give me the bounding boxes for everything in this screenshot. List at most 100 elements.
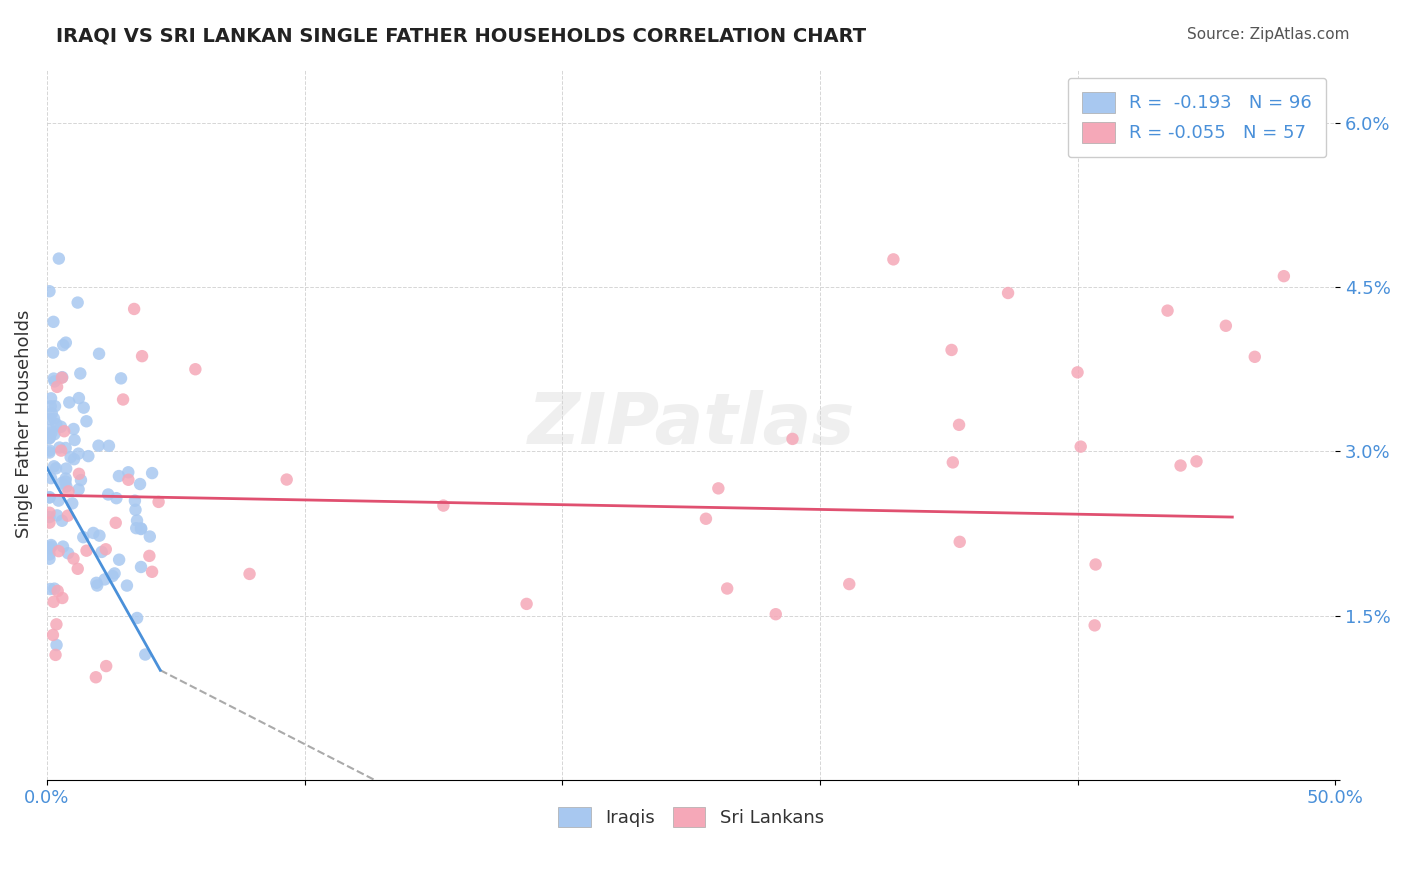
- Point: [84, 670, 107, 684]
- Text: IRAQI VS SRI LANKAN SINGLE FATHER HOUSEHOLDS CORRELATION CHART: IRAQI VS SRI LANKAN SINGLE FATHER HOUSEH…: [56, 27, 866, 45]
- Point: [38, 431, 60, 445]
- Point: [707, 481, 730, 495]
- Point: [96, 659, 118, 673]
- Point: [46, 584, 69, 599]
- Point: [63, 433, 86, 447]
- Point: [44, 582, 66, 596]
- Point: [882, 252, 904, 267]
- Point: [77, 449, 100, 463]
- Point: [38, 491, 60, 505]
- Point: [38, 443, 60, 458]
- Point: [1084, 618, 1107, 632]
- Legend: Iraqis, Sri Lankans: Iraqis, Sri Lankans: [551, 799, 831, 835]
- Point: [66, 295, 89, 310]
- Point: [44, 399, 66, 413]
- Point: [124, 503, 146, 517]
- Point: [38, 516, 60, 530]
- Point: [129, 477, 152, 491]
- Point: [1272, 269, 1295, 284]
- Point: [516, 597, 538, 611]
- Point: [60, 496, 83, 510]
- Point: [72, 530, 94, 544]
- Point: [1066, 365, 1088, 379]
- Point: [86, 578, 108, 592]
- Point: [129, 522, 152, 536]
- Point: [695, 512, 717, 526]
- Text: ZIPatlas: ZIPatlas: [527, 390, 855, 458]
- Point: [67, 391, 90, 405]
- Point: [941, 343, 963, 357]
- Point: [129, 560, 152, 574]
- Point: [716, 582, 738, 596]
- Point: [101, 569, 124, 583]
- Point: [997, 285, 1019, 300]
- Point: [1243, 350, 1265, 364]
- Point: [276, 473, 298, 487]
- Point: [39, 412, 62, 426]
- Point: [38, 445, 60, 459]
- Point: [46, 380, 69, 394]
- Point: [141, 466, 163, 480]
- Point: [1185, 454, 1208, 468]
- Point: [55, 475, 77, 489]
- Point: [124, 493, 146, 508]
- Point: [97, 487, 120, 501]
- Point: [39, 582, 62, 596]
- Point: [45, 617, 67, 632]
- Point: [56, 508, 79, 523]
- Point: [108, 469, 131, 483]
- Point: [62, 422, 84, 436]
- Point: [93, 573, 115, 587]
- Point: [48, 544, 70, 558]
- Point: [765, 607, 787, 622]
- Point: [38, 551, 60, 566]
- Point: [58, 395, 80, 409]
- Point: [56, 546, 79, 560]
- Point: [41, 540, 63, 554]
- Point: [39, 392, 62, 406]
- Point: [52, 540, 75, 554]
- Point: [1084, 558, 1107, 572]
- Point: [41, 425, 63, 440]
- Point: [117, 465, 139, 479]
- Point: [125, 521, 148, 535]
- Point: [46, 508, 69, 523]
- Point: [97, 439, 120, 453]
- Point: [51, 475, 73, 490]
- Point: [55, 441, 77, 455]
- Point: [45, 648, 67, 662]
- Point: [94, 542, 117, 557]
- Point: [66, 562, 89, 576]
- Point: [138, 549, 160, 563]
- Point: [38, 510, 60, 524]
- Point: [55, 479, 77, 493]
- Point: [41, 406, 63, 420]
- Point: [51, 514, 73, 528]
- Point: [42, 411, 65, 425]
- Point: [942, 455, 965, 469]
- Point: [1215, 318, 1237, 333]
- Point: [38, 284, 60, 298]
- Point: [112, 392, 135, 407]
- Point: [90, 545, 112, 559]
- Point: [1070, 440, 1092, 454]
- Point: [125, 611, 148, 625]
- Point: [67, 447, 90, 461]
- Point: [38, 548, 60, 562]
- Point: [62, 551, 84, 566]
- Point: [134, 648, 156, 662]
- Point: [76, 543, 98, 558]
- Point: [104, 516, 127, 530]
- Point: [948, 417, 970, 432]
- Y-axis label: Single Father Households: Single Father Households: [15, 310, 32, 538]
- Point: [117, 473, 139, 487]
- Point: [44, 427, 66, 442]
- Point: [39, 541, 62, 556]
- Point: [131, 349, 153, 363]
- Point: [55, 461, 77, 475]
- Point: [51, 370, 73, 384]
- Point: [108, 552, 131, 566]
- Point: [52, 338, 75, 352]
- Point: [70, 473, 93, 487]
- Point: [1170, 458, 1192, 473]
